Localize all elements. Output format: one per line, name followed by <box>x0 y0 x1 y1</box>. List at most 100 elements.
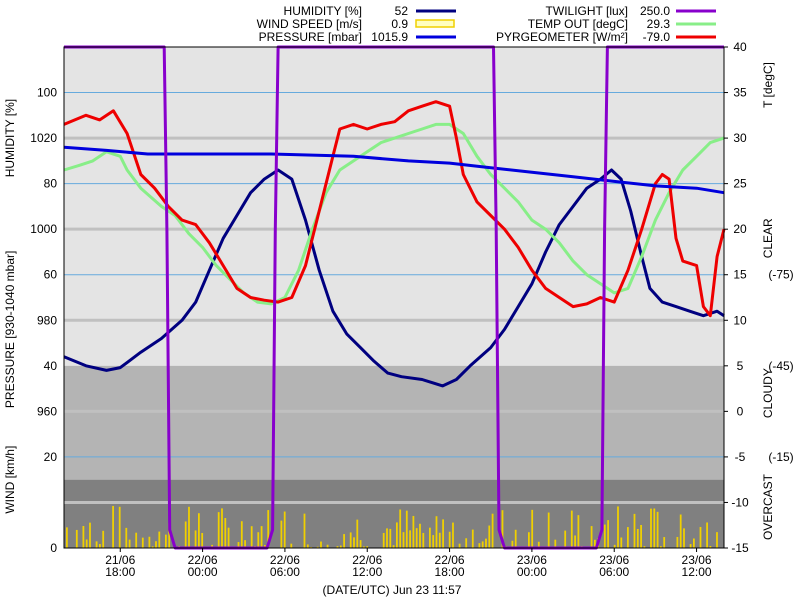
wind-bar <box>82 526 85 548</box>
wind-bar <box>353 537 355 548</box>
wind-bar <box>603 524 606 548</box>
wind-bar <box>112 505 114 548</box>
wind-bar <box>640 524 642 548</box>
wind-bar <box>118 506 121 548</box>
wind-bar <box>435 516 438 548</box>
wind-bar <box>336 546 339 548</box>
wind-bar <box>290 543 293 548</box>
right-axis-title: T [degC] <box>761 62 775 108</box>
wind-bar <box>564 530 567 548</box>
wind-bar <box>260 526 263 548</box>
left-tick-label: 100 <box>37 86 57 100</box>
wind-bar <box>554 539 557 548</box>
wind-bar <box>280 520 283 548</box>
wind-bar <box>306 544 309 548</box>
wind-bar <box>257 532 260 548</box>
wind-bar <box>613 544 616 548</box>
legend-name-twilight: TWILIGHT [lux] <box>546 4 628 18</box>
wind-bar <box>574 535 576 548</box>
wind-bar <box>211 544 213 548</box>
right-tick-label: -10 <box>731 495 749 509</box>
wind-bar <box>386 528 388 548</box>
wind-bar <box>409 530 411 548</box>
series-humidity <box>63 168 725 388</box>
wind-bar <box>85 539 88 548</box>
plot-frame <box>63 46 725 549</box>
x-tick-date: 22/06 <box>435 553 465 567</box>
sky-value: (-45) <box>768 359 793 373</box>
legend-name-wind: WIND SPEED [m/s] <box>257 17 362 31</box>
x-tick-time: 18:00 <box>105 565 135 579</box>
wind-bar <box>250 526 253 548</box>
right-axis: 40 35 30 25 20 15 10 5 0 -5 -10 -15 T [degC] CLEAR CLO… <box>724 40 794 555</box>
wind-bar <box>442 519 444 548</box>
right-tick-label: 20 <box>733 222 747 236</box>
legend-value-pressure: 1015.9 <box>371 30 408 44</box>
wind-bar <box>689 544 692 548</box>
legend-name-pressure: PRESSURE [mbar] <box>259 30 362 44</box>
wind-bar <box>184 521 187 548</box>
legend-name-temp: TEMP OUT [degC] <box>528 17 628 31</box>
wind-bar <box>415 528 418 548</box>
wind-bar <box>432 535 435 548</box>
wind-bar <box>201 532 204 548</box>
right-tick-label: 30 <box>733 131 747 145</box>
left-tick-label: 1020 <box>30 131 57 145</box>
wind-bar <box>240 521 243 548</box>
right-tick-label: -15 <box>731 541 749 555</box>
x-tick-time: 00:00 <box>188 565 218 579</box>
left-axis-title: HUMIDITY [%] <box>3 99 17 177</box>
wind-bar <box>636 528 639 548</box>
wind-bar <box>224 518 227 548</box>
wind-bar <box>693 538 695 548</box>
right-tick-label: 15 <box>733 268 747 282</box>
zone-bg_cloudy <box>64 365 724 480</box>
sky-label: OVERCAST <box>761 473 775 540</box>
wind-bar <box>650 508 652 548</box>
wind-bar <box>577 515 580 548</box>
wind-bar <box>363 546 365 548</box>
x-tick-date: 22/06 <box>188 553 218 567</box>
x-tick-date: 23/06 <box>682 553 712 567</box>
wind-bar <box>349 532 352 548</box>
wind-bar <box>188 506 190 548</box>
wind-bar <box>643 546 646 548</box>
wind-bar <box>485 538 487 548</box>
wind-bar <box>303 513 306 548</box>
series-pyrg <box>63 100 726 318</box>
left-tick-label: 960 <box>37 404 57 418</box>
wind-bar <box>478 543 481 548</box>
wind-bar <box>217 512 220 548</box>
wind-bar <box>676 536 679 548</box>
left-tick-label: 40 <box>44 359 58 373</box>
wind-bar <box>165 534 167 548</box>
wind-bar <box>627 527 629 548</box>
wind-bar <box>452 522 454 548</box>
legend-name-humidity: HUMIDITY [%] <box>284 4 362 18</box>
wind-bar <box>75 529 78 548</box>
wind-bar <box>194 530 197 548</box>
left-axis-title: PRESSURE [930-1040 mbar] <box>3 251 17 408</box>
sky-label: CLOUDY <box>761 368 775 418</box>
left-axis-title: WIND [km/h] <box>3 446 17 514</box>
wind-bar <box>392 545 395 548</box>
wind-bar <box>399 509 402 548</box>
wind-bar <box>141 537 144 548</box>
wind-bar <box>620 537 623 548</box>
wind-bar <box>528 532 530 548</box>
wind-bar <box>570 510 573 548</box>
legend-value-wind: 0.9 <box>391 17 408 31</box>
wind-bar <box>339 545 342 548</box>
legend-value-temp: 29.3 <box>647 17 671 31</box>
wind-bar <box>481 541 484 548</box>
legend: HUMIDITY [%] 52 WIND SPEED [m/s] 0.9 PRESSUR… <box>257 4 716 44</box>
wind-bar <box>402 532 405 548</box>
wind-bar <box>419 523 421 548</box>
wind-bar <box>663 537 666 548</box>
wind-bar <box>656 511 659 548</box>
wind-bar <box>537 541 540 548</box>
wind-bar <box>155 541 157 548</box>
wind-bar <box>594 539 596 548</box>
wind-bar <box>653 508 656 548</box>
wind-bar <box>227 527 230 548</box>
